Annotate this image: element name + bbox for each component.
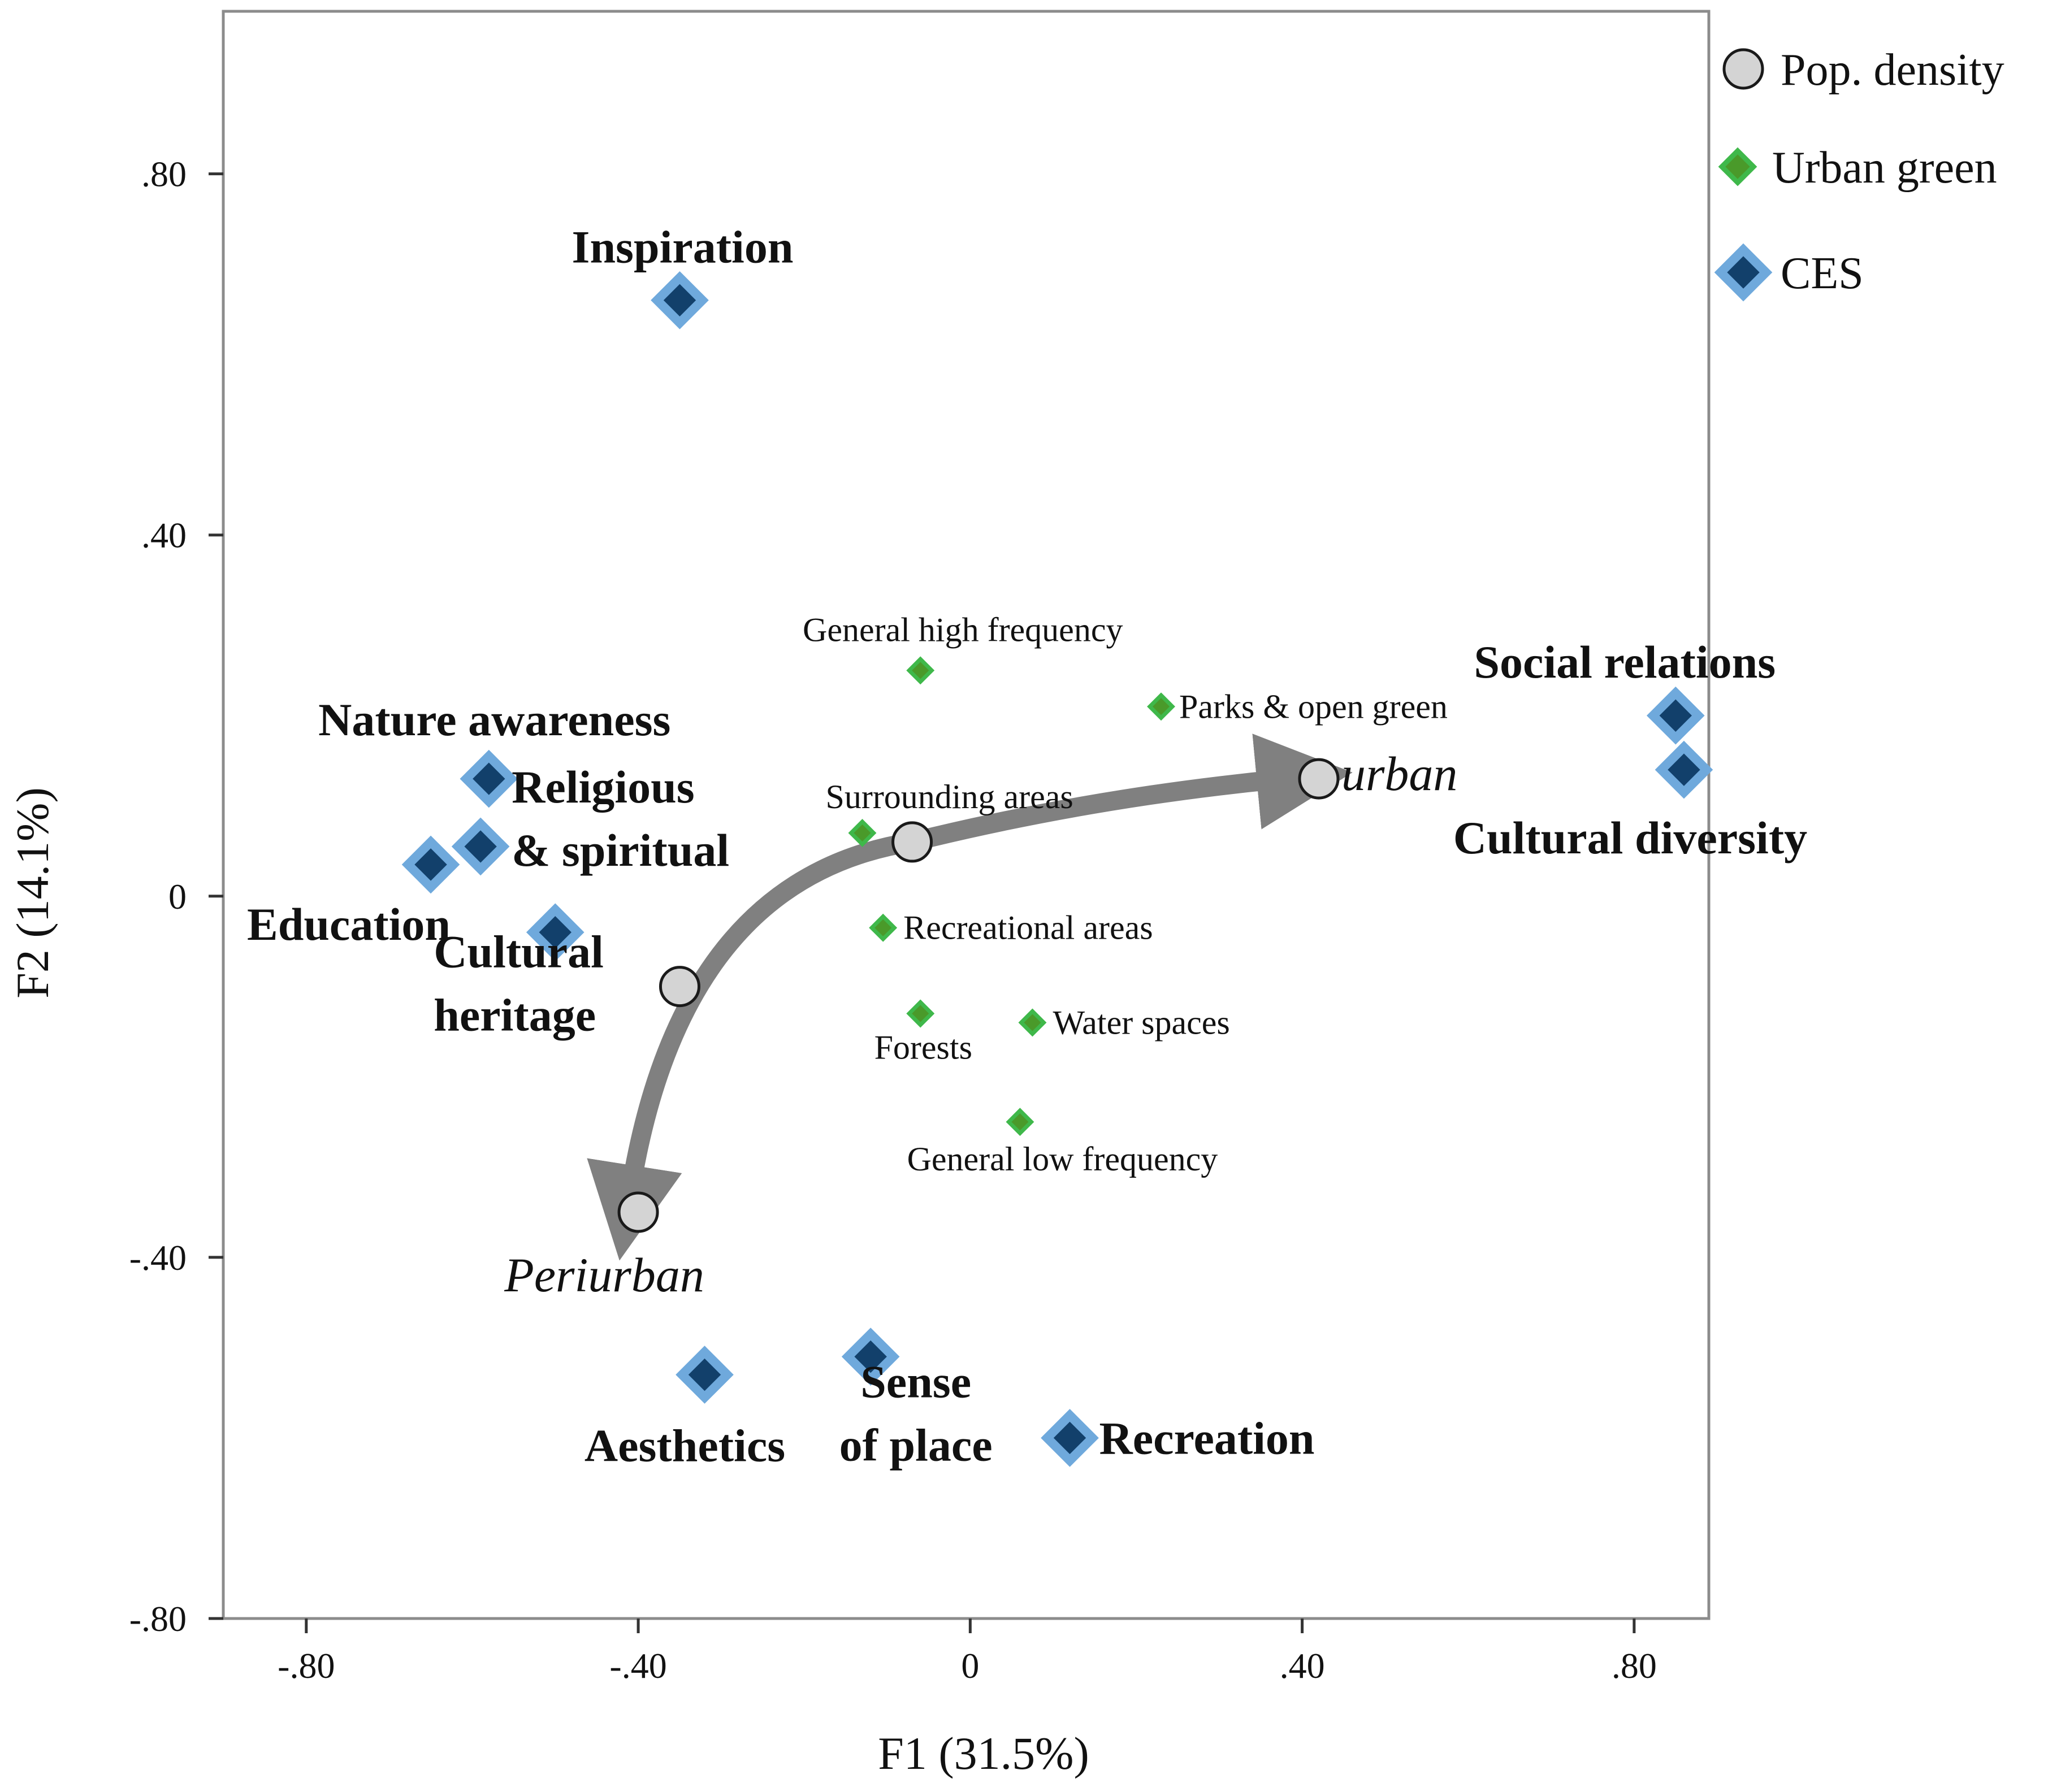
ces-point xyxy=(451,817,510,876)
green-label: Parks & open green xyxy=(1179,688,1448,725)
legend-green-label: Urban green xyxy=(1772,143,1997,193)
green-label: Recreational areas xyxy=(903,909,1153,947)
green-point xyxy=(1006,1108,1034,1136)
ces-point xyxy=(1655,740,1713,799)
y-tick-label: -.40 xyxy=(129,1238,187,1278)
x-tick-label: .80 xyxy=(1612,1646,1657,1686)
trend-arrow xyxy=(587,832,914,1261)
x-axis-ticks: -.80 -.40 0 .40 .80 xyxy=(278,1619,1657,1686)
ces-label: Religious xyxy=(512,761,694,813)
pop-point xyxy=(1298,758,1340,800)
legend-pop-marker xyxy=(1722,48,1764,90)
green-point xyxy=(1147,692,1175,721)
ces-point xyxy=(651,271,709,329)
pop-point xyxy=(891,821,933,863)
legend-pop-label: Pop. density xyxy=(1781,45,2004,95)
ces-label: Recreation xyxy=(1099,1412,1315,1464)
ces-point xyxy=(676,1346,734,1404)
ces-label: Social relations xyxy=(1474,636,1776,688)
x-axis-title: F1 (31.5%) xyxy=(878,1728,1089,1779)
data-labels: urban Periurban General high frequency Park… xyxy=(247,221,1807,1471)
legend-ces-marker xyxy=(1714,243,1773,302)
ces-point xyxy=(401,835,460,894)
plot-frame xyxy=(222,10,1711,1620)
green-point xyxy=(906,999,935,1028)
green-label: Water spaces xyxy=(1053,1004,1229,1041)
trend-arrow xyxy=(910,734,1353,852)
green-label: General low frequency xyxy=(907,1140,1218,1178)
ces-label: Education xyxy=(247,899,451,950)
x-tick-label: -.80 xyxy=(278,1646,335,1686)
ces-label: Nature awareness xyxy=(318,694,670,745)
ces-label: Cultural xyxy=(434,926,604,978)
green-label: General high frequency xyxy=(803,611,1123,648)
x-tick-label: 0 xyxy=(961,1646,979,1686)
ces-label: heritage xyxy=(434,990,596,1041)
ces-point xyxy=(1646,686,1705,745)
green-point xyxy=(848,819,877,847)
pop-point xyxy=(617,1191,659,1233)
y-axis-title: F2 (14.1%) xyxy=(7,787,58,999)
data-points xyxy=(401,271,1713,1467)
y-tick-label: 0 xyxy=(168,877,187,917)
y-tick-label: .80 xyxy=(141,154,187,194)
ces-label: Aesthetics xyxy=(584,1420,785,1472)
y-tick-label: .40 xyxy=(141,515,187,556)
x-tick-label: -.40 xyxy=(609,1646,666,1686)
y-axis-ticks: .80 .40 0 -.40 -.80 xyxy=(129,154,223,1639)
ces-label: Inspiration xyxy=(572,221,794,272)
ces-label: of place xyxy=(839,1420,993,1471)
ces-label: Sense xyxy=(860,1356,971,1408)
x-tick-label: .40 xyxy=(1280,1646,1325,1686)
y-tick-label: -.80 xyxy=(129,1599,187,1639)
ces-point xyxy=(526,903,584,962)
green-label: Surrounding areas xyxy=(825,778,1073,815)
ces-point xyxy=(460,749,518,808)
ces-label: Cultural diversity xyxy=(1453,812,1807,864)
legend-green-marker xyxy=(1718,147,1757,186)
legend-ces-label: CES xyxy=(1781,249,1864,298)
ces-label: & spiritual xyxy=(512,825,729,876)
green-point xyxy=(1018,1008,1047,1037)
pop-label: Periurban xyxy=(504,1248,704,1302)
green-point xyxy=(869,913,898,942)
ces-point xyxy=(841,1327,900,1386)
green-label: Forests xyxy=(874,1029,972,1066)
green-point xyxy=(906,656,935,685)
ces-point xyxy=(1041,1409,1099,1467)
legend: Pop. density Urban green CES xyxy=(1714,45,2004,302)
pop-point xyxy=(659,966,700,1008)
pop-label: urban xyxy=(1341,747,1457,801)
trend-arrows xyxy=(587,734,1353,1261)
